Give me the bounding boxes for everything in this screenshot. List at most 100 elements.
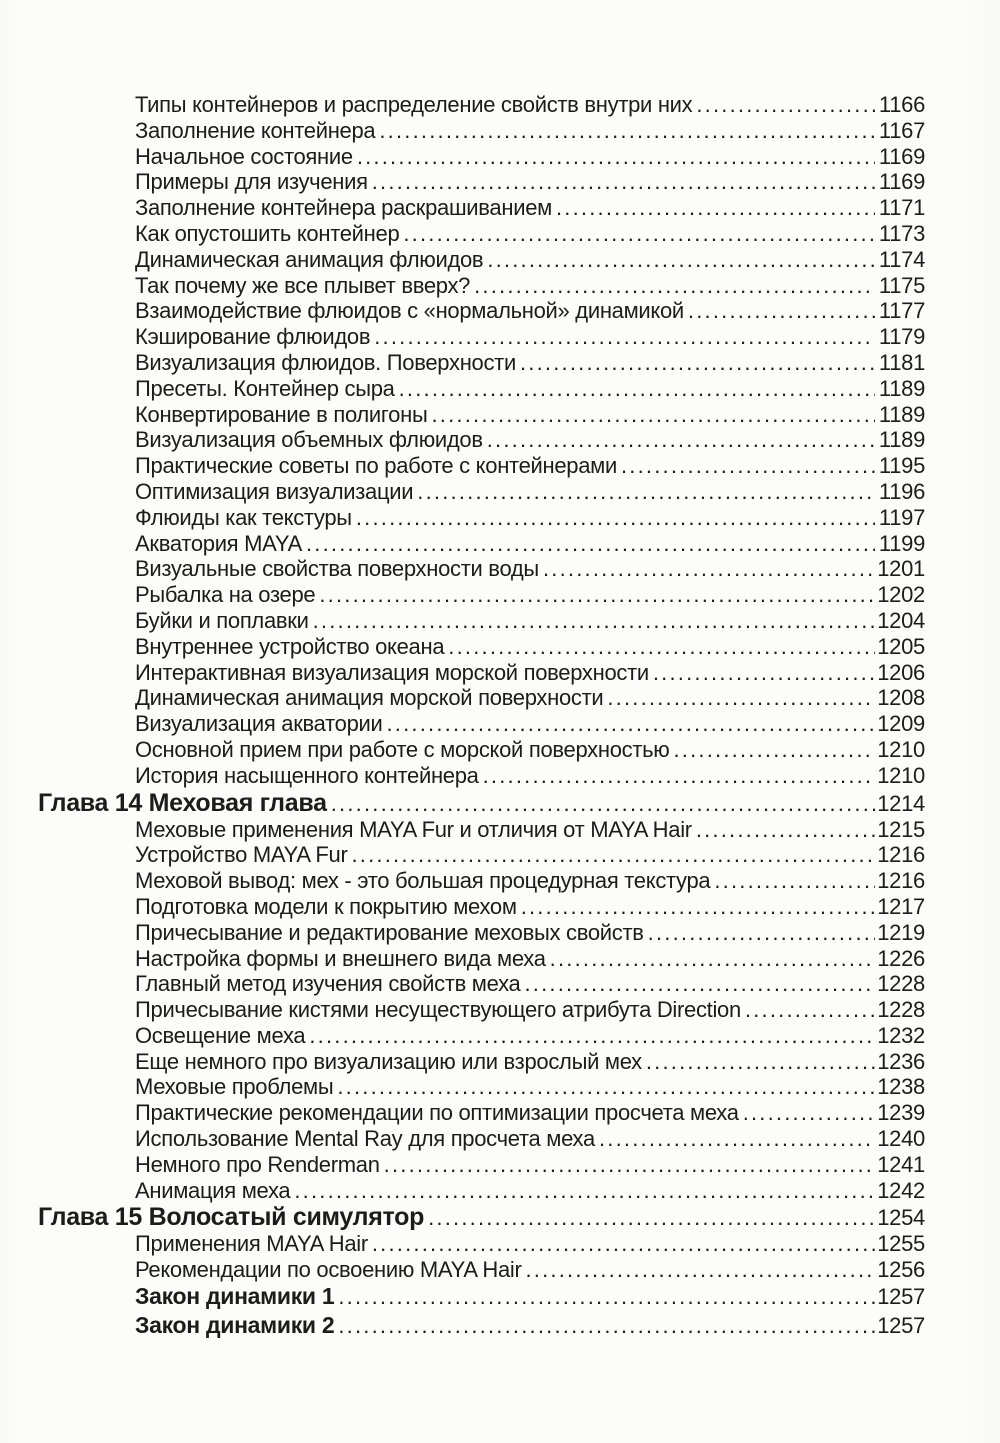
- toc-entry-row: Меховые проблемы 1238: [38, 1074, 925, 1100]
- toc-entry-page: 1197: [878, 504, 925, 530]
- toc-entry-row: Практические советы по работе с контейне…: [38, 453, 925, 479]
- dot-leader: [607, 685, 875, 711]
- dot-leader: [745, 997, 875, 1023]
- toc-entry-page: 1216: [877, 868, 925, 894]
- dot-leader: [294, 1178, 875, 1204]
- dot-leader: [399, 376, 875, 402]
- toc-entry-label: Взаимодействие флюидов с «нормальной» ди…: [135, 298, 684, 324]
- dot-leader: [337, 1074, 875, 1100]
- dot-leader: [313, 608, 875, 634]
- toc-entry-label: Еще немного про визуализацию или взрослы…: [135, 1048, 642, 1074]
- dot-leader: [743, 1100, 875, 1126]
- toc-entry-page: 1174: [878, 246, 925, 272]
- toc-entry-page: 1206: [877, 659, 925, 685]
- toc-entry-row: Кэширование флюидов 1179: [38, 324, 925, 350]
- toc-entry-label: Динамическая анимация флюидов: [135, 246, 484, 272]
- toc-entry-page: 1210: [877, 762, 925, 788]
- toc-entry-label: Пресеты. Контейнер сыра: [135, 375, 395, 401]
- dot-leader: [474, 273, 875, 299]
- dot-leader: [352, 842, 876, 868]
- dot-leader: [714, 868, 875, 894]
- toc-entry-label: Меховые проблемы: [135, 1074, 334, 1100]
- toc-entry-page: 1232: [877, 1022, 925, 1048]
- toc-entry-row: Рыбалка на озере 1202: [38, 582, 925, 608]
- toc-entry-label: Меховой вывод: мех - это большая процеду…: [135, 868, 711, 894]
- toc-entry-page: 1199: [878, 530, 925, 556]
- toc-entry-row: Оптимизация визуализации 1196: [38, 479, 925, 505]
- dot-leader: [688, 298, 875, 324]
- toc-entry-page: 1214: [877, 790, 925, 816]
- toc-entry-page: 1195: [878, 453, 925, 479]
- dot-leader: [374, 324, 875, 350]
- dot-leader: [372, 1231, 875, 1257]
- dot-leader: [356, 505, 875, 531]
- toc-entry-row: Практические рекомендации по оптимизации…: [38, 1100, 925, 1126]
- dot-leader: [483, 763, 875, 789]
- toc-entry-row: Акватория MAYA 1199: [38, 531, 925, 557]
- toc-entry-page: 1171: [878, 195, 925, 221]
- toc-entry-row: Заполнение контейнера раскрашиванием 1171: [38, 195, 925, 221]
- toc-entry-page: 1177: [878, 298, 925, 324]
- toc-entry-label: Кэширование флюидов: [135, 324, 371, 350]
- dot-leader: [520, 350, 875, 376]
- toc-entry-page: 1204: [877, 607, 925, 633]
- dot-leader: [384, 1152, 875, 1178]
- toc-entry-label: Освещение меха: [135, 1022, 306, 1048]
- dot-leader: [521, 894, 875, 920]
- toc-entry-row: История насыщенного контейнера 1210: [38, 763, 925, 789]
- dot-leader: [550, 946, 875, 972]
- toc-entry-label: Рыбалка на озере: [135, 582, 316, 608]
- toc-entry-label: Причесывание кистями несуществующего атр…: [135, 997, 741, 1023]
- dot-leader: [338, 1313, 875, 1339]
- toc-entry-row: Буйки и поплавки 1204: [38, 608, 925, 634]
- dot-leader: [417, 479, 875, 505]
- toc-entry-label: Закон динамики 2: [135, 1312, 335, 1339]
- toc-entry-page: 1228: [877, 971, 925, 997]
- toc-entry-row: Причесывание и редактирование меховых св…: [38, 920, 925, 946]
- toc-entry-row: Пресеты. Контейнер сыра 1189: [38, 376, 925, 402]
- toc-entry-page: 1181: [878, 349, 925, 375]
- toc-entry-page: 1219: [877, 919, 925, 945]
- toc-entry-row: Динамическая анимация морской поверхност…: [38, 685, 925, 711]
- toc-entry-label: Практические советы по работе с контейне…: [135, 453, 617, 479]
- toc-entry-row: Визуальные свойства поверхности воды 1201: [38, 556, 925, 582]
- toc-entry-page: 1217: [877, 893, 925, 919]
- toc-entry-row: Как опустошить контейнер 1173: [38, 221, 925, 247]
- dot-leader: [696, 817, 875, 843]
- toc-entry-page: 1226: [877, 945, 925, 971]
- toc-entry-row: Начальное состояние 1169: [38, 144, 925, 170]
- toc-entry-label: Визуализация флюидов. Поверхности: [135, 349, 516, 375]
- toc-entry-page: 1169: [878, 169, 925, 195]
- toc-entry-row: Освещение меха 1232: [38, 1023, 925, 1049]
- dot-leader: [526, 1257, 876, 1283]
- toc-entry-label: Подготовка модели к покрытию мехом: [135, 893, 517, 919]
- toc-entry-row: Главный метод изучения свойств меха 1228: [38, 971, 925, 997]
- toc-entry-page: 1216: [877, 842, 925, 868]
- dot-leader: [387, 711, 876, 737]
- dot-leader: [487, 247, 875, 273]
- toc-entry-row: Использование Mental Ray для просчета ме…: [38, 1126, 925, 1152]
- toc-entry-page: 1238: [877, 1074, 925, 1100]
- toc-entry-row: Анимация меха 1242: [38, 1178, 925, 1204]
- dot-leader: [403, 221, 875, 247]
- dot-leader: [696, 92, 875, 118]
- toc-list: Типы контейнеров и распределение свойств…: [38, 92, 925, 1341]
- dot-leader: [524, 971, 875, 997]
- toc-entry-label: Настройка формы и внешнего вида меха: [135, 945, 546, 971]
- dot-leader: [653, 660, 875, 686]
- toc-entry-label: Устройство MAYA Fur: [135, 842, 348, 868]
- dot-leader: [599, 1126, 875, 1152]
- toc-entry-page: 1257: [877, 1284, 925, 1310]
- dot-leader: [306, 531, 875, 557]
- dot-leader: [331, 789, 875, 818]
- toc-entry-page: 1196: [878, 478, 925, 504]
- toc-entry-page: 1239: [877, 1100, 925, 1126]
- toc-entry-row: Меховые применения MAYA Fur и отличия от…: [38, 817, 925, 843]
- dot-leader: [428, 1203, 875, 1232]
- toc-entry-label: Заполнение контейнера: [135, 117, 376, 143]
- toc-entry-label: Использование Mental Ray для просчета ме…: [135, 1126, 595, 1152]
- toc-entry-row: Визуализация флюидов. Поверхности 1181: [38, 350, 925, 376]
- toc-entry-label: Практические рекомендации по оптимизации…: [135, 1100, 739, 1126]
- toc-entry-row: Применения MAYA Hair 1255: [38, 1231, 925, 1257]
